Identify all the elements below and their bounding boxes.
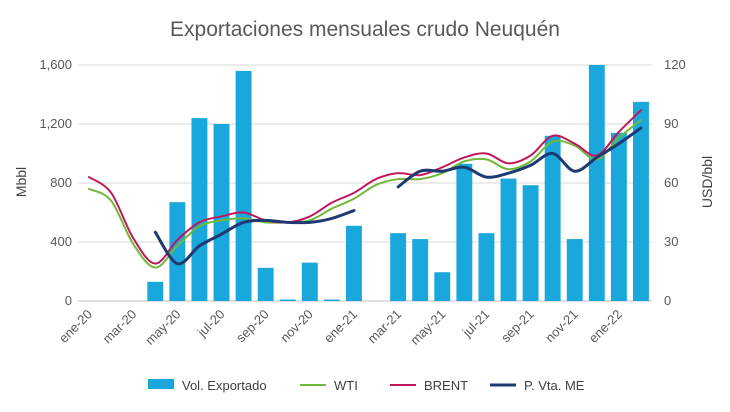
line-brent (88, 109, 642, 265)
y-tick-left: 1,600 (39, 57, 72, 72)
x-tick: mar-21 (365, 307, 405, 347)
x-tick: sep-20 (233, 307, 272, 346)
line-series (88, 109, 643, 269)
y-axis-left-title: Mbbl (13, 167, 29, 197)
x-tick: jul-20 (194, 307, 228, 341)
bar (544, 135, 561, 301)
bar (610, 132, 627, 301)
bar-series (147, 65, 649, 302)
y-tick-left: 0 (65, 293, 72, 308)
y-tick-right: 120 (664, 57, 686, 72)
bar (235, 70, 252, 302)
y-tick-left: 400 (50, 234, 72, 249)
y-axis-right-ticks: 0 30 60 90 120 (664, 57, 686, 308)
legend: Vol. Exportado WTI BRENT P. Vta. ME (148, 378, 585, 393)
y-axis-right-title: USD/bbl (699, 156, 715, 208)
bar (412, 239, 429, 301)
bar (191, 118, 208, 301)
y-tick-right: 0 (664, 293, 671, 308)
legend-wti-label: WTI (334, 378, 358, 393)
bar (390, 233, 407, 301)
x-tick: may-21 (407, 307, 448, 348)
x-tick: nov-21 (542, 307, 581, 346)
bar (323, 299, 340, 301)
x-axis-ticks: ene-20 mar-20 may-20 jul-20 sep-20 nov-20 ene-… (56, 307, 625, 348)
x-tick: sep-21 (498, 307, 537, 346)
line-p-vta-me (153, 209, 356, 266)
bar (500, 178, 517, 301)
bar (346, 225, 362, 301)
y-axis-left-ticks: 0 400 800 1,200 1,600 (39, 57, 72, 308)
bar (478, 233, 495, 301)
bar (147, 281, 164, 301)
bar (434, 272, 451, 301)
legend-vol-exportado-swatch (148, 379, 174, 389)
legend-vol-exportado-label: Vol. Exportado (182, 378, 267, 393)
bar (213, 124, 230, 301)
bar (279, 299, 296, 301)
bar (633, 101, 649, 301)
bar (301, 262, 318, 301)
y-tick-left: 800 (50, 175, 72, 190)
x-tick: ene-22 (586, 307, 625, 346)
x-tick: mar-20 (100, 307, 140, 347)
x-tick: nov-20 (277, 307, 316, 346)
y-tick-left: 1,200 (39, 116, 72, 131)
x-tick: jul-21 (459, 307, 493, 341)
x-tick: may-20 (142, 307, 183, 348)
x-tick: ene-20 (56, 307, 95, 346)
x-tick: ene-21 (321, 307, 360, 346)
bar (522, 185, 539, 301)
gridlines (78, 64, 652, 302)
bar (257, 267, 274, 301)
bar (588, 65, 605, 301)
line-p-vta-me (396, 126, 643, 189)
legend-p-vta-me-label: P. Vta. ME (524, 378, 585, 393)
legend-brent-label: BRENT (424, 378, 468, 393)
y-tick-right: 90 (664, 116, 678, 131)
bar (566, 239, 583, 301)
bar (169, 202, 186, 301)
bar (456, 163, 473, 301)
y-tick-right: 30 (664, 234, 678, 249)
line-wti (88, 119, 642, 269)
y-tick-right: 60 (664, 175, 678, 190)
chart-title: Exportaciones mensuales crudo Neuquén (170, 18, 560, 41)
